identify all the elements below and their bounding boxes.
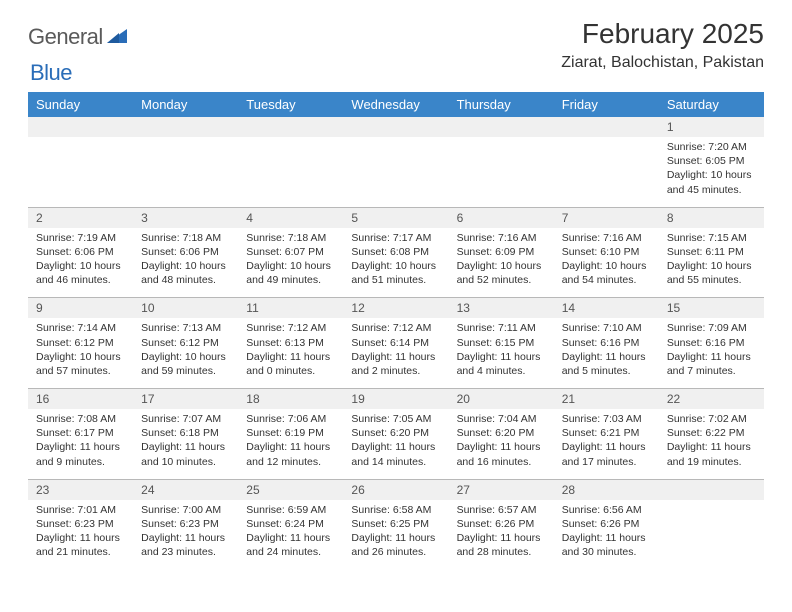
day-number: 21 [554,389,659,410]
day-number: 26 [343,479,448,500]
day-detail: Sunrise: 7:19 AM Sunset: 6:06 PM Dayligh… [28,228,133,298]
day-number: 28 [554,479,659,500]
day-detail: Sunrise: 7:18 AM Sunset: 6:07 PM Dayligh… [238,228,343,298]
day-number: 25 [238,479,343,500]
day-detail [449,137,554,207]
day-detail [133,137,238,207]
calendar-page: General February 2025 Ziarat, Balochista… [0,0,792,587]
day-detail: Sunrise: 7:18 AM Sunset: 6:06 PM Dayligh… [133,228,238,298]
day-detail: Sunrise: 7:15 AM Sunset: 6:11 PM Dayligh… [659,228,764,298]
day-detail: Sunrise: 7:00 AM Sunset: 6:23 PM Dayligh… [133,500,238,570]
day-number: 1 [659,117,764,137]
day-detail: Sunrise: 7:16 AM Sunset: 6:09 PM Dayligh… [449,228,554,298]
day-number-row: 1 [28,117,764,137]
day-detail: Sunrise: 7:13 AM Sunset: 6:12 PM Dayligh… [133,318,238,388]
day-detail: Sunrise: 7:02 AM Sunset: 6:22 PM Dayligh… [659,409,764,479]
day-number: 22 [659,389,764,410]
day-detail [28,137,133,207]
brand-part2: Blue [30,60,72,85]
day-detail: Sunrise: 7:09 AM Sunset: 6:16 PM Dayligh… [659,318,764,388]
day-detail: Sunrise: 7:16 AM Sunset: 6:10 PM Dayligh… [554,228,659,298]
day-number [28,117,133,137]
day-number: 14 [554,298,659,319]
day-number [238,117,343,137]
weekday-header-row: Sunday Monday Tuesday Wednesday Thursday… [28,92,764,117]
day-detail: Sunrise: 7:11 AM Sunset: 6:15 PM Dayligh… [449,318,554,388]
day-detail: Sunrise: 7:04 AM Sunset: 6:20 PM Dayligh… [449,409,554,479]
day-detail [659,500,764,570]
day-detail: Sunrise: 7:05 AM Sunset: 6:20 PM Dayligh… [343,409,448,479]
day-number: 13 [449,298,554,319]
weekday-header: Wednesday [343,92,448,117]
day-number [133,117,238,137]
day-detail [343,137,448,207]
day-number: 2 [28,207,133,228]
month-title: February 2025 [561,18,764,50]
day-number: 19 [343,389,448,410]
day-number: 9 [28,298,133,319]
day-number: 20 [449,389,554,410]
day-number [659,479,764,500]
day-detail: Sunrise: 7:03 AM Sunset: 6:21 PM Dayligh… [554,409,659,479]
day-number: 10 [133,298,238,319]
day-detail: Sunrise: 7:07 AM Sunset: 6:18 PM Dayligh… [133,409,238,479]
day-number-row: 9101112131415 [28,298,764,319]
day-detail: Sunrise: 7:10 AM Sunset: 6:16 PM Dayligh… [554,318,659,388]
day-detail: Sunrise: 7:01 AM Sunset: 6:23 PM Dayligh… [28,500,133,570]
day-number: 11 [238,298,343,319]
day-detail: Sunrise: 7:06 AM Sunset: 6:19 PM Dayligh… [238,409,343,479]
weekday-header: Thursday [449,92,554,117]
day-number: 27 [449,479,554,500]
day-detail [554,137,659,207]
weekday-header: Sunday [28,92,133,117]
day-detail: Sunrise: 6:57 AM Sunset: 6:26 PM Dayligh… [449,500,554,570]
day-detail-row: Sunrise: 7:19 AM Sunset: 6:06 PM Dayligh… [28,228,764,298]
day-number: 3 [133,207,238,228]
day-number-row: 232425262728 [28,479,764,500]
day-detail: Sunrise: 7:17 AM Sunset: 6:08 PM Dayligh… [343,228,448,298]
day-detail: Sunrise: 7:14 AM Sunset: 6:12 PM Dayligh… [28,318,133,388]
day-number: 8 [659,207,764,228]
day-detail-row: Sunrise: 7:01 AM Sunset: 6:23 PM Dayligh… [28,500,764,570]
day-number [449,117,554,137]
day-number: 17 [133,389,238,410]
day-number: 12 [343,298,448,319]
day-detail: Sunrise: 7:20 AM Sunset: 6:05 PM Dayligh… [659,137,764,207]
day-detail: Sunrise: 6:59 AM Sunset: 6:24 PM Dayligh… [238,500,343,570]
weekday-header: Tuesday [238,92,343,117]
day-detail: Sunrise: 7:08 AM Sunset: 6:17 PM Dayligh… [28,409,133,479]
day-number [554,117,659,137]
day-number: 6 [449,207,554,228]
calendar-table: Sunday Monday Tuesday Wednesday Thursday… [28,92,764,569]
day-number: 4 [238,207,343,228]
weekday-header: Friday [554,92,659,117]
brand-logo: General [28,18,129,50]
day-detail [238,137,343,207]
weekday-header: Saturday [659,92,764,117]
day-number: 18 [238,389,343,410]
day-detail-row: Sunrise: 7:14 AM Sunset: 6:12 PM Dayligh… [28,318,764,388]
day-detail: Sunrise: 6:58 AM Sunset: 6:25 PM Dayligh… [343,500,448,570]
weekday-header: Monday [133,92,238,117]
day-detail-row: Sunrise: 7:08 AM Sunset: 6:17 PM Dayligh… [28,409,764,479]
day-number: 16 [28,389,133,410]
brand-triangle-icon [107,27,127,48]
day-number-row: 16171819202122 [28,389,764,410]
day-detail: Sunrise: 7:12 AM Sunset: 6:14 PM Dayligh… [343,318,448,388]
day-number-row: 2345678 [28,207,764,228]
day-detail-row: Sunrise: 7:20 AM Sunset: 6:05 PM Dayligh… [28,137,764,207]
day-detail: Sunrise: 6:56 AM Sunset: 6:26 PM Dayligh… [554,500,659,570]
day-number: 7 [554,207,659,228]
day-number: 5 [343,207,448,228]
day-number: 15 [659,298,764,319]
day-detail: Sunrise: 7:12 AM Sunset: 6:13 PM Dayligh… [238,318,343,388]
day-number [343,117,448,137]
day-number: 24 [133,479,238,500]
brand-part1: General [28,24,103,50]
day-number: 23 [28,479,133,500]
